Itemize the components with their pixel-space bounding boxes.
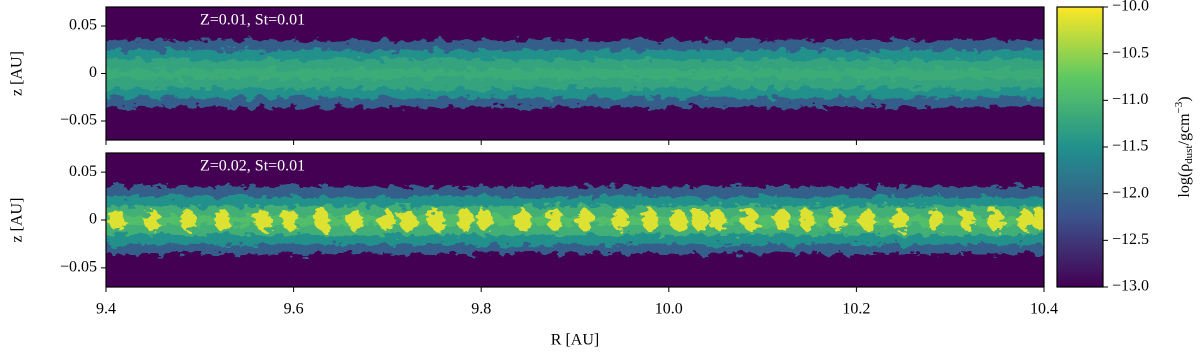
dust-clump [429, 209, 446, 231]
density-field [106, 186, 1044, 254]
density-row [106, 196, 1044, 207]
dust-clump [891, 209, 908, 231]
dust-clump [1017, 209, 1034, 231]
dust-clump [476, 209, 493, 231]
dust-clump [457, 209, 474, 231]
colorbar-tick-label: −10.5 [1112, 44, 1149, 61]
x-tick-label: 10.0 [655, 301, 683, 318]
dust-clump [399, 209, 416, 231]
dust-clump [281, 209, 298, 231]
colorbar-label-part: /gcm [1176, 113, 1193, 146]
colorbar-tick-label: −13.0 [1112, 278, 1149, 295]
density-row [106, 87, 1044, 98]
dust-clump [254, 209, 271, 231]
density-row [106, 224, 1044, 235]
dust-clump [547, 209, 564, 231]
colorbar [1056, 6, 1104, 288]
dust-clump [612, 209, 629, 231]
x-tick-label: 10.4 [1030, 301, 1058, 318]
colorbar-label-part: ) [1176, 96, 1193, 101]
dust-clump [859, 209, 876, 231]
dust-clump [1032, 209, 1044, 231]
colorbar-tick-label: −12.0 [1112, 184, 1149, 201]
dust-clump [927, 209, 944, 231]
dust-clump [987, 209, 1004, 231]
dust-clump [708, 209, 725, 231]
dust-clump [960, 209, 977, 231]
density-row [106, 78, 1044, 89]
dust-clump [346, 209, 363, 231]
dust-clump [691, 209, 708, 231]
colorbar-label-part: −3 [1173, 101, 1185, 113]
density-layer [106, 40, 1044, 108]
density-row [106, 186, 1044, 197]
y-tick-label: 0 [89, 64, 97, 81]
dust-clump [642, 209, 659, 231]
density-row [106, 215, 1044, 226]
colorbar-label-part: log(ρ [1176, 164, 1193, 198]
density-row [106, 243, 1044, 254]
density-row [106, 68, 1044, 79]
dust-clump [829, 209, 846, 231]
y-tick-label: −0.05 [60, 259, 97, 276]
y-tick-label: 0.05 [69, 17, 97, 34]
density-row [106, 234, 1044, 245]
density-row [106, 205, 1044, 216]
density-layer [106, 186, 1044, 254]
dust-clump [577, 209, 594, 231]
colorbar-tick-label: −10.0 [1112, 0, 1149, 15]
dust-clump [143, 209, 160, 231]
dust-clump [214, 209, 231, 231]
density-row [106, 97, 1044, 108]
colorbar-label: log(ρdust/gcm−3) [1173, 96, 1195, 197]
x-axis-label: R [AU] [551, 332, 599, 349]
panel-title: Z=0.02, St=0.01 [200, 158, 305, 175]
x-tick-label: 9.6 [284, 301, 304, 318]
y-tick-label: 0 [89, 211, 97, 228]
dust-clump [314, 209, 331, 231]
dust-clump [670, 209, 687, 231]
dust-clump [742, 209, 759, 231]
dust-clump [179, 209, 196, 231]
x-tick-label: 9.8 [471, 301, 491, 318]
colorbar-tick-label: −11.5 [1112, 138, 1148, 155]
y-tick-label: 0.05 [69, 163, 97, 180]
density-row [106, 40, 1044, 51]
density-row [106, 49, 1044, 60]
y-tick-label: −0.05 [60, 112, 97, 129]
density-field [106, 40, 1044, 108]
y-axis-label: z [AU] [9, 198, 26, 243]
colorbar-tick-label: −12.5 [1112, 231, 1149, 248]
dust-clump [799, 209, 816, 231]
panel-title: Z=0.01, St=0.01 [200, 12, 305, 29]
dust-clump [378, 209, 395, 231]
dust-clump [109, 209, 126, 231]
density-row [106, 59, 1044, 70]
dust-clump [774, 209, 791, 231]
y-axis-label: z [AU] [9, 51, 26, 96]
x-tick-label: 10.2 [842, 301, 870, 318]
colorbar-label-part: dust [1183, 145, 1195, 163]
dust-clump [514, 209, 531, 231]
x-tick-label: 9.4 [96, 301, 116, 318]
colorbar-tick-label: −11.0 [1112, 91, 1148, 108]
